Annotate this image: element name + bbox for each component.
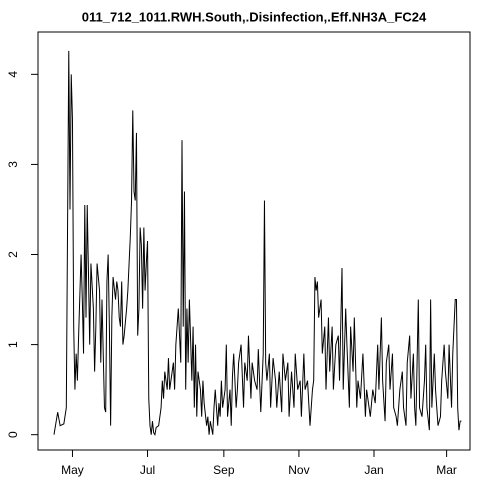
y-tick-label: 2 xyxy=(6,251,20,258)
x-tick-label: Nov xyxy=(288,463,309,477)
y-tick-label: 4 xyxy=(6,71,20,78)
x-tick-label: Sep xyxy=(213,463,235,477)
plot-frame xyxy=(37,31,471,451)
x-tick-label: Jan xyxy=(364,463,383,477)
data-line xyxy=(53,50,462,436)
y-tick-label: 1 xyxy=(6,341,20,348)
y-tick-label: 3 xyxy=(6,161,20,168)
x-tick-label: Jul xyxy=(140,463,155,477)
chart-title: 011_712_1011.RWH.South,.Disinfection,.Ef… xyxy=(82,9,427,24)
x-tick-label: Mar xyxy=(436,463,457,477)
x-tick-label: May xyxy=(61,463,84,477)
y-tick-label: 0 xyxy=(6,431,20,438)
